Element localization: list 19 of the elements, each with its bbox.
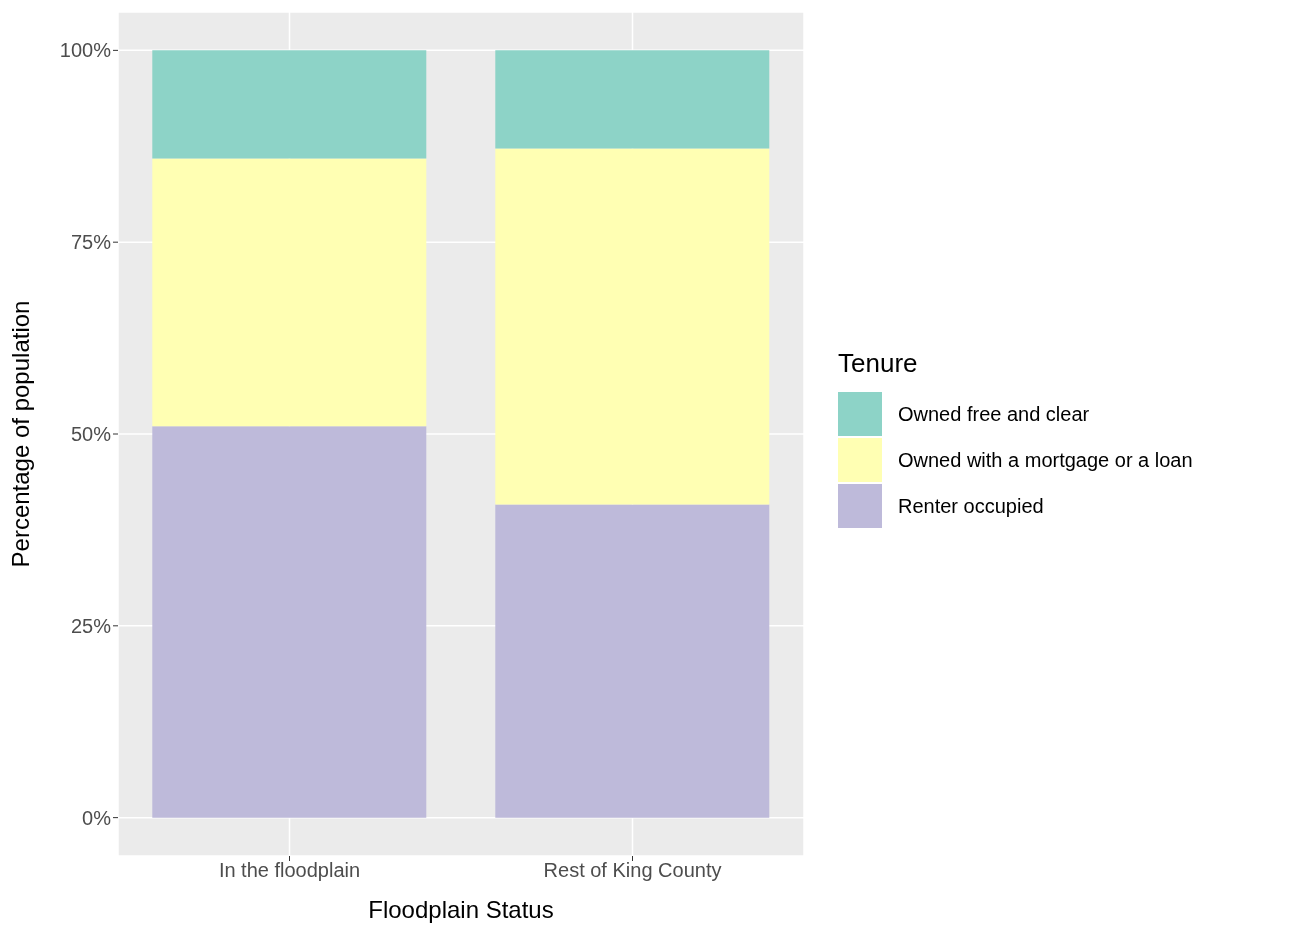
y-tick-label: 50% <box>70 423 112 446</box>
bar <box>152 426 427 818</box>
y-tick-label: 0% <box>82 806 112 829</box>
bar <box>152 158 427 427</box>
legend-title: Tenure <box>838 348 919 379</box>
bar <box>495 50 770 149</box>
x-tick-label: Rest of King County <box>543 859 722 882</box>
y-tick-label: 25% <box>70 614 112 637</box>
legend-label: Owned free and clear <box>898 402 1090 426</box>
legend-label: Renter occupied <box>898 494 1044 518</box>
legend-label: Owned with a mortgage or a loan <box>898 448 1193 472</box>
x-axis-title: Floodplain Status <box>368 896 554 923</box>
bar <box>152 50 427 159</box>
bar <box>495 504 770 818</box>
y-tick-label: 75% <box>70 231 112 254</box>
x-tick-label: In the floodplain <box>218 859 361 882</box>
y-tick-label: 100% <box>59 39 112 62</box>
y-axis-title: Percentage of population <box>6 300 34 568</box>
bar <box>495 148 770 505</box>
